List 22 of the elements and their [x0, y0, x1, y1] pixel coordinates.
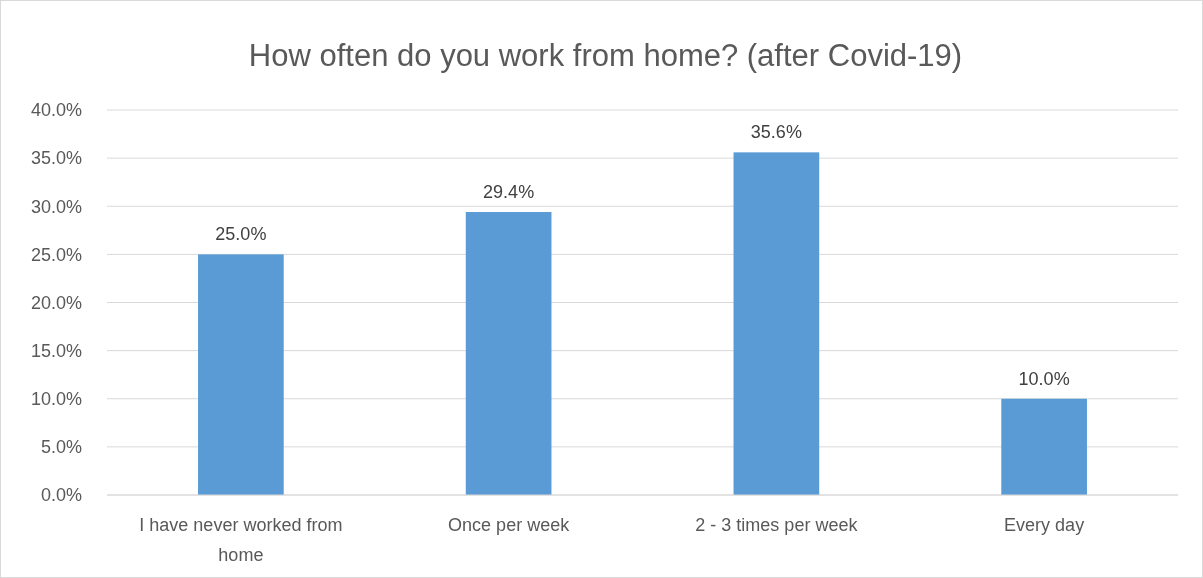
x-tick-label: 2 - 3 times per week — [695, 515, 859, 535]
y-tick-label: 25.0% — [30, 244, 82, 265]
x-tick-label: I have never worked from home — [139, 515, 343, 565]
bar — [465, 212, 552, 495]
y-tick-label: 35.0% — [30, 148, 82, 169]
x-tick-label: Every day — [1004, 515, 1085, 535]
y-tick-label: 20.0% — [30, 292, 82, 313]
bar — [198, 254, 284, 495]
y-tick-label: 5.0% — [40, 437, 82, 458]
chart-title: How often do you work from home? (after Covid-19) — [248, 38, 963, 73]
y-tick-label: 10.0% — [30, 389, 82, 410]
y-tick-label: 30.0% — [30, 196, 82, 217]
y-tick-label: 40.0% — [30, 100, 82, 121]
bar — [1001, 398, 1087, 495]
data-label: 25.0% — [215, 224, 267, 245]
data-label: 10.0% — [1018, 368, 1070, 389]
data-label: 35.6% — [750, 122, 802, 143]
bar — [733, 152, 820, 495]
y-tick-label: 0.0% — [40, 485, 82, 506]
x-tick-label: Once per week — [448, 515, 571, 535]
y-tick-label: 15.0% — [30, 340, 82, 361]
data-label: 29.4% — [483, 182, 535, 203]
